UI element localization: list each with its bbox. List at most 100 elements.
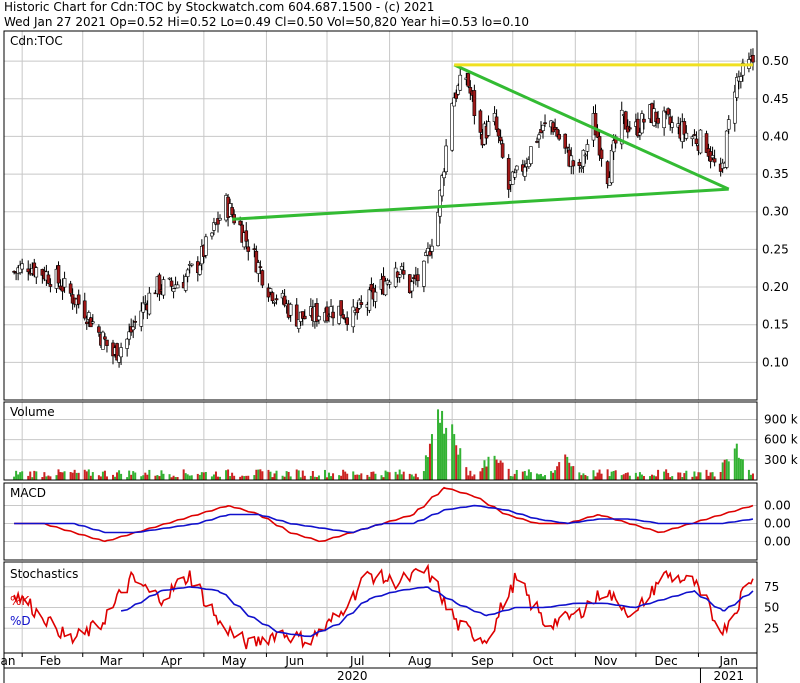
- candle-body: [543, 122, 547, 125]
- candle-body: [442, 171, 446, 179]
- volume-bar: [27, 475, 30, 480]
- volume-bar: [91, 472, 94, 480]
- volume-bar: [467, 475, 470, 480]
- volume-bar: [412, 476, 415, 480]
- candle-body: [157, 274, 162, 295]
- volume-bar: [566, 456, 569, 480]
- volume-bar: [713, 476, 716, 480]
- volume-bar: [622, 474, 625, 480]
- candle-body: [60, 285, 65, 292]
- candle-body: [294, 304, 299, 327]
- volume-bar: [586, 476, 589, 480]
- volume-bar: [596, 472, 599, 480]
- volume-bar: [723, 459, 726, 480]
- candle-body: [539, 129, 543, 133]
- volume-bar: [606, 469, 609, 480]
- quote-summary: Wed Jan 27 2021 Op=0.52 Hi=0.52 Lo=0.49 …: [4, 15, 530, 29]
- volume-bar: [501, 462, 504, 480]
- candle-body: [125, 338, 129, 349]
- candle-body: [82, 300, 87, 319]
- candle-body: [529, 146, 533, 164]
- candle-body: [268, 288, 273, 293]
- volume-bar: [210, 476, 213, 480]
- candle-body: [642, 118, 646, 123]
- volume-bar: [451, 424, 454, 480]
- volume-bar: [741, 459, 744, 480]
- candle-body: [185, 269, 190, 277]
- volume-bar: [73, 469, 76, 480]
- candle-body: [161, 279, 166, 296]
- candle-body: [131, 326, 136, 331]
- candle-body: [741, 62, 745, 76]
- volume-bar: [636, 476, 639, 480]
- volume-bar: [85, 471, 88, 480]
- volume-bar: [426, 457, 429, 480]
- candle-body: [563, 133, 568, 149]
- candle-body: [619, 109, 624, 145]
- volume-bar: [287, 471, 290, 480]
- volume-bar: [158, 476, 161, 480]
- volume-bar: [273, 473, 276, 480]
- volume-bar: [649, 476, 652, 480]
- volume-bar: [59, 472, 62, 480]
- candle-body: [76, 294, 81, 305]
- candle-body: [256, 262, 261, 274]
- volume-bar: [29, 471, 32, 480]
- volume-bar: [471, 476, 474, 480]
- volume-bar: [400, 474, 403, 480]
- candle-body: [272, 301, 277, 304]
- volume-bar: [247, 475, 250, 480]
- volume-bar: [89, 475, 92, 480]
- price-tick-label: 0.35: [762, 167, 789, 181]
- month-tick-label: Nov: [594, 654, 617, 668]
- volume-bar: [410, 474, 413, 480]
- candle-body: [537, 134, 541, 140]
- candle-body: [105, 339, 109, 346]
- panel-frame: [3, 401, 758, 481]
- volume-bar: [582, 473, 585, 480]
- volume-bar: [160, 470, 163, 480]
- candle-body: [512, 172, 517, 178]
- volume-bar: [542, 476, 545, 480]
- volume-bar: [285, 471, 288, 480]
- volume-bar: [41, 477, 44, 480]
- volume-bar: [184, 473, 187, 480]
- candle-body: [169, 280, 174, 287]
- volume-bar: [556, 466, 559, 480]
- candle-body: [557, 134, 561, 140]
- volume-bar: [509, 475, 512, 480]
- volume-bar: [271, 477, 274, 480]
- volume-bar: [594, 476, 597, 480]
- candle-body: [611, 140, 616, 153]
- month-tick-label: Aug: [408, 654, 431, 668]
- price-tick-label: 0.15: [762, 318, 789, 332]
- volume-bar: [487, 456, 490, 480]
- candle-body: [86, 312, 91, 320]
- volume-bar: [396, 474, 399, 480]
- volume-bar: [430, 434, 433, 480]
- volume-bar: [338, 475, 341, 480]
- volume-bar: [485, 466, 488, 480]
- candle-body: [167, 277, 172, 280]
- candle-body: [514, 165, 519, 171]
- volume-bar: [315, 477, 318, 480]
- volume-bar: [17, 474, 20, 480]
- volume-bar: [233, 475, 236, 480]
- candle-body: [468, 87, 473, 94]
- candle-body: [698, 129, 703, 154]
- candle-body: [628, 127, 632, 130]
- volume-bar: [535, 473, 538, 480]
- volume-bar: [653, 475, 656, 480]
- candle-body: [684, 132, 689, 139]
- candle-body: [416, 274, 420, 282]
- candle-body: [91, 321, 95, 324]
- volume-bar: [511, 476, 514, 480]
- volume-bar: [313, 476, 316, 480]
- volume-bar: [614, 470, 617, 480]
- candle-body: [296, 319, 301, 329]
- candle-body: [274, 298, 279, 301]
- candle-body: [359, 302, 364, 305]
- panel-frame: [3, 561, 758, 654]
- candle-body: [331, 311, 335, 319]
- volume-bar: [328, 472, 331, 480]
